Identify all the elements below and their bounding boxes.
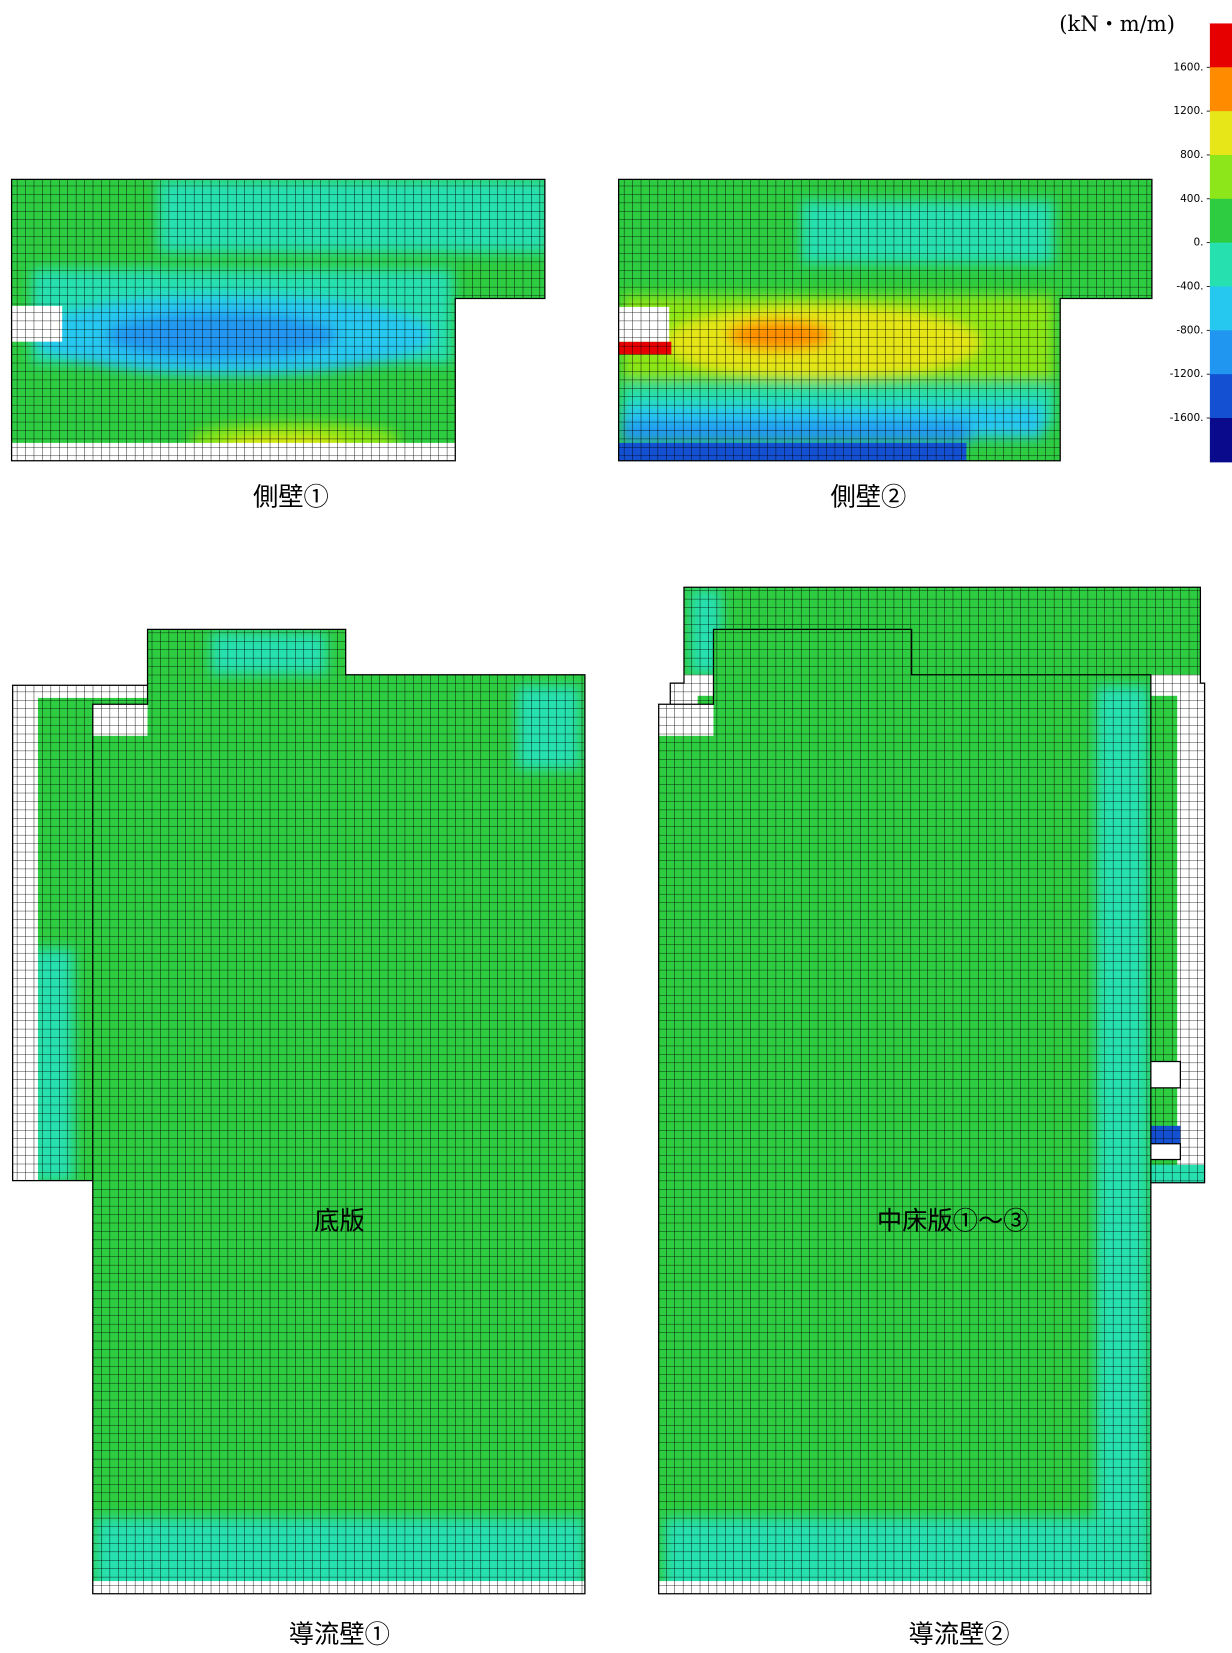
colorbar-label: 0. xyxy=(1193,237,1203,249)
mesh xyxy=(92,628,586,1595)
colorbar-band xyxy=(1209,198,1232,244)
mesh xyxy=(618,178,1153,462)
colorbar-band xyxy=(1209,154,1232,200)
colorbar-band xyxy=(1209,23,1232,68)
colorbar-band xyxy=(1209,67,1232,112)
colorbar-label: -1200. xyxy=(1170,368,1204,380)
panel-caption: 導流壁① xyxy=(289,1620,390,1649)
colorbar-band xyxy=(1209,330,1232,375)
colorbar-band xyxy=(1209,286,1232,331)
panel-caption: 中床版①～③ xyxy=(877,1207,1029,1236)
colorbar-label: 800. xyxy=(1180,149,1203,161)
colorbar-label: -800. xyxy=(1176,324,1203,336)
colorbar-label: -400. xyxy=(1176,280,1203,292)
colorbar-band xyxy=(1209,242,1232,288)
colorbar-label: -1600. xyxy=(1170,412,1204,424)
colorbar-label: 400. xyxy=(1180,193,1203,205)
panel-caption: 底版 xyxy=(314,1207,365,1236)
colorbar-label: 1200. xyxy=(1173,105,1203,117)
colorbar-band xyxy=(1209,374,1232,419)
panel-caption: 側壁② xyxy=(830,483,906,512)
panel-caption: 導流壁② xyxy=(908,1620,1009,1649)
legend-unit: (kN・m/m) xyxy=(1059,11,1175,36)
colorbar-band xyxy=(1209,111,1232,156)
mesh xyxy=(10,178,546,462)
colorbar-band xyxy=(1209,418,1232,463)
mesh xyxy=(658,628,1152,1595)
colorbar: 1600. 1200. 800. 400. 0. -400. -800. -1200. -160… xyxy=(1170,23,1232,463)
panel-caption: 側壁① xyxy=(253,483,329,512)
colorbar-label: 1600. xyxy=(1173,61,1203,73)
